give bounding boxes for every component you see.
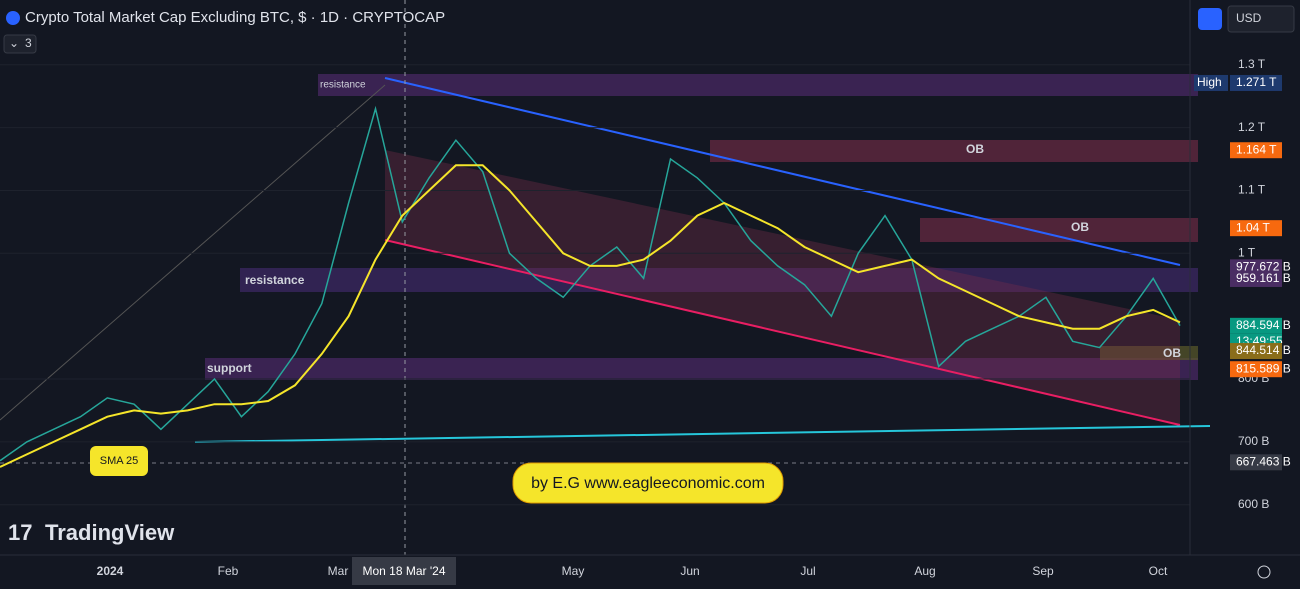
sma-line <box>0 164 1181 468</box>
credit-badge <box>512 462 784 504</box>
brand-logo: 17 <box>8 520 32 545</box>
price-tag-label: 844.514 B <box>1236 343 1291 357</box>
price-tick-label: 1 T <box>1238 245 1256 259</box>
ob-zone <box>1100 346 1198 360</box>
time-tick-label: Jun <box>680 564 699 578</box>
price-tag-name-bg <box>1194 74 1228 91</box>
trend-line <box>0 84 386 421</box>
time-tick-label: May <box>562 564 585 578</box>
credit: by E.G www.eagleeconomic.com <box>531 475 765 492</box>
currency-select[interactable] <box>1227 5 1295 33</box>
support-line <box>194 425 1211 443</box>
symbol-icon <box>6 11 20 25</box>
title: Crypto Total Market Cap Excluding BTC, $… <box>25 9 445 26</box>
ob-zone <box>710 140 1198 162</box>
sma-badge <box>90 446 148 476</box>
time-tick-label: Oct <box>1149 564 1168 578</box>
price-tag-label: 977.672 B <box>1236 260 1291 274</box>
price-tag-label: 959.161 B <box>1236 271 1291 285</box>
price-tag <box>1230 454 1282 471</box>
annotation: support <box>207 361 252 375</box>
price-tag <box>1230 317 1282 334</box>
price-tag-label: 1.164 T <box>1236 142 1277 156</box>
channel <box>385 150 1180 425</box>
indicator-toggle[interactable] <box>3 34 37 54</box>
price-tick-label: 1.3 T <box>1238 57 1266 71</box>
price-tag-label: 1.04 T <box>1236 220 1270 234</box>
price-tag <box>1230 142 1282 159</box>
time-tick-label: Mar <box>328 564 349 578</box>
price-tag-label: 815.589 B <box>1236 361 1291 375</box>
time-tick-label: Feb <box>218 564 239 578</box>
price-tag-name: High <box>1197 75 1222 89</box>
resistance-zone <box>240 268 1198 292</box>
price-tag <box>1230 74 1282 91</box>
price-tag <box>1230 343 1282 360</box>
price-tag <box>1230 220 1282 237</box>
brand: TradingView <box>45 520 175 545</box>
sma-label: SMA 25 <box>100 455 139 467</box>
annotation: OB <box>1071 220 1089 234</box>
settings-icon[interactable] <box>1257 565 1271 579</box>
price-tick-label: 700 B <box>1238 434 1269 448</box>
annotation: OB <box>966 142 984 156</box>
time-tick-label: Sep <box>1032 564 1054 578</box>
crosshair-label-bg <box>352 557 456 585</box>
price-tag <box>1230 361 1282 378</box>
indicator-count: 3 <box>25 36 32 50</box>
annotation: OB <box>1163 346 1181 360</box>
trend-line <box>384 239 1181 426</box>
price-tick-label: 1.2 T <box>1238 120 1266 134</box>
currency: USD <box>1236 11 1262 25</box>
price-tag <box>1230 270 1282 287</box>
time-tick-label: Aug <box>914 564 935 578</box>
annotation: resistance <box>320 80 366 91</box>
sync-button[interactable] <box>1198 8 1222 30</box>
time-tick-label: 2024 <box>97 564 124 578</box>
price-tag-label: 1.271 T <box>1236 75 1277 89</box>
ob-zone <box>920 218 1198 242</box>
plot <box>0 64 1190 506</box>
price-tag-label: 667.463 B <box>1236 454 1291 468</box>
time-tick-label: Jul <box>800 564 815 578</box>
annotation: resistance <box>245 273 305 287</box>
price-tick-label: 1.1 T <box>1238 183 1266 197</box>
support-zone <box>205 358 1198 380</box>
crosshair-label: Mon 18 Mar '24 <box>363 564 446 578</box>
price-tick-label: 600 B <box>1238 497 1269 511</box>
price-tag-label: 884.594 B <box>1236 318 1291 332</box>
chevron: ⌄ <box>9 36 19 50</box>
resistance-zone <box>318 74 1198 96</box>
trend-line <box>384 77 1181 266</box>
